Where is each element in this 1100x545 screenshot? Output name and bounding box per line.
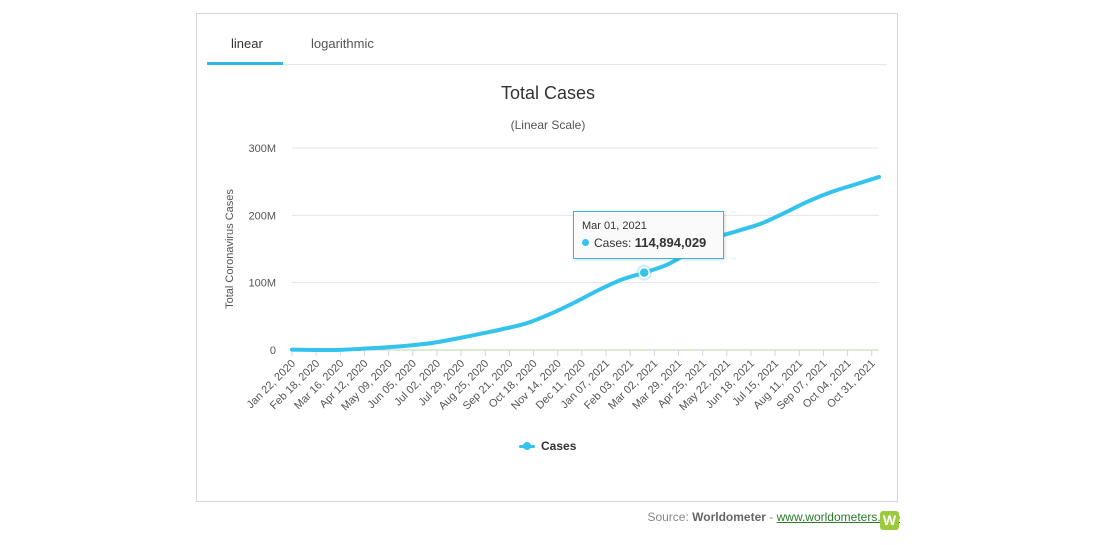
- series-line-cases: [290, 174, 881, 353]
- source-link[interactable]: www.worldometers.info: [776, 510, 900, 524]
- data-tooltip: Mar 01, 2021 Cases: 114,894,029: [573, 211, 724, 259]
- tooltip-dot-icon: [582, 239, 589, 246]
- worldometer-logo-icon[interactable]: W: [880, 511, 899, 530]
- source-separator: -: [769, 510, 774, 524]
- tooltip-value: 114,894,029: [634, 235, 707, 250]
- source-name: Worldometer: [692, 510, 766, 524]
- tab-logarithmic[interactable]: logarithmic: [311, 36, 374, 51]
- highlight-point: [638, 266, 650, 279]
- chart-subtitle: (Linear Scale): [510, 118, 586, 132]
- chart-card: linear logarithmic Total Cases (Linear S…: [196, 13, 898, 502]
- y-tick-label: 200M: [248, 210, 276, 222]
- scale-tabs: linear logarithmic: [207, 14, 887, 65]
- source-prefix: Source:: [647, 510, 689, 524]
- y-tick-label: 0: [270, 345, 276, 357]
- source-credit: Source: Worldometer - www.worldometers.i…: [647, 510, 900, 524]
- tooltip-label: Cases:: [594, 236, 632, 250]
- active-tab-indicator: [207, 62, 283, 65]
- legend-label: Cases: [541, 439, 577, 453]
- tab-linear[interactable]: linear: [231, 36, 263, 51]
- legend-marker-icon: [523, 442, 531, 450]
- tooltip-date: Mar 01, 2021: [582, 220, 647, 232]
- chart-title: Total Cases: [500, 83, 596, 103]
- tooltip-row: Cases: 114,894,029: [582, 235, 706, 250]
- y-tick-label: 300M: [248, 143, 276, 155]
- y-tick-label: 100M: [248, 278, 276, 290]
- y-axis-title: Total Coronavirus Cases: [224, 189, 236, 309]
